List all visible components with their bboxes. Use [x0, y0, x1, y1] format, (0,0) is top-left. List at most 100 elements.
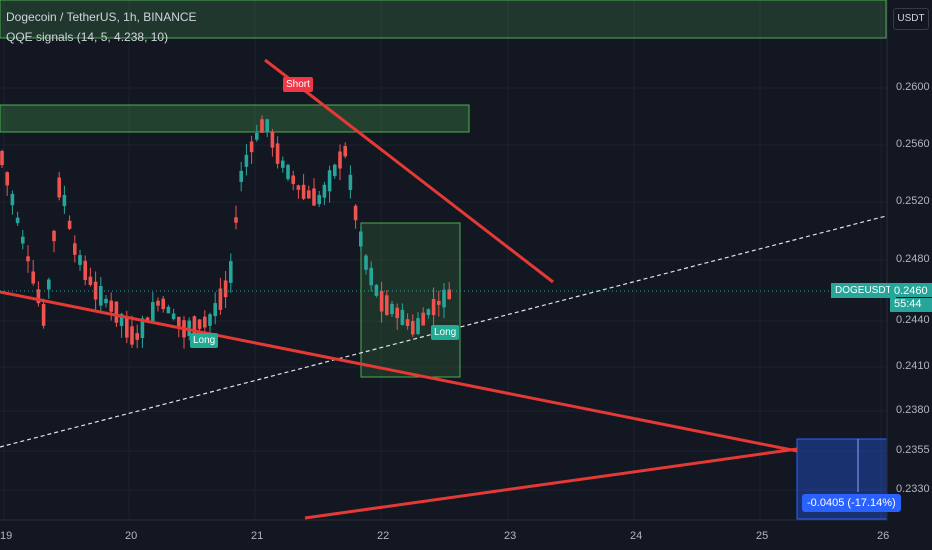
candle-body: [47, 279, 51, 290]
signal-long-2: Long: [431, 325, 460, 340]
candle-body: [353, 205, 358, 221]
candle-body: [286, 164, 290, 180]
candle-body: [125, 317, 129, 338]
candle-body: [140, 318, 145, 338]
candle-body: [99, 286, 103, 306]
countdown-tag: 55:44: [890, 298, 932, 312]
resistance-zone-top: [0, 0, 887, 39]
candle-body: [151, 302, 155, 321]
time-tick-label: 26: [877, 530, 890, 542]
descending-trendline[interactable]: [264, 58, 554, 284]
candle-body: [0, 150, 4, 166]
current-price-tag: 0.2460: [890, 283, 932, 297]
candle-body: [260, 119, 264, 133]
candle-body: [255, 133, 259, 140]
candle-body: [431, 299, 436, 316]
candle-body: [234, 217, 238, 223]
candle-body: [291, 175, 295, 185]
price-tick-label: 0.2355: [896, 444, 930, 456]
price-tick-label: 0.2520: [896, 195, 930, 207]
candle-body: [31, 271, 35, 284]
candle-body: [374, 284, 379, 296]
indicator-title: QQE signals (14, 5, 4.238, 10): [6, 30, 169, 44]
candle-body: [156, 300, 160, 306]
candle-body: [109, 300, 113, 312]
candle-body: [348, 174, 353, 190]
rising-trendline[interactable]: [304, 447, 798, 520]
candle-body: [203, 316, 207, 328]
candle-body: [307, 190, 311, 199]
candle-body: [177, 316, 181, 329]
candle-body: [343, 146, 347, 157]
signal-long-1: Long: [190, 333, 219, 348]
candle-body: [145, 317, 150, 323]
candle-body: [161, 298, 165, 310]
time-tick-label: 19: [0, 530, 13, 542]
candle-body: [197, 319, 202, 329]
candle-body: [281, 160, 285, 168]
candle-body: [213, 303, 217, 317]
candle-body: [15, 217, 20, 224]
time-tick-label: 24: [630, 530, 643, 542]
candle-body: [369, 267, 373, 286]
candle-body: [416, 318, 420, 334]
candle-body: [296, 185, 301, 190]
candle-body: [359, 231, 363, 247]
candle-body: [322, 184, 327, 198]
candle-body: [41, 304, 46, 326]
candle-body: [385, 295, 389, 315]
candle-body: [333, 164, 337, 177]
candle-body: [317, 195, 321, 205]
signal-short: Short: [283, 77, 313, 92]
candle-body: [223, 280, 228, 298]
candle-body: [67, 220, 72, 229]
candle-body: [437, 300, 441, 305]
candle-body: [83, 260, 87, 280]
time-tick-label: 20: [125, 530, 138, 542]
candle-body: [244, 154, 249, 167]
candle-body: [218, 288, 223, 310]
candle-body: [390, 303, 394, 315]
support-trendline[interactable]: [0, 290, 798, 453]
resistance-zone: [0, 104, 470, 133]
price-tick-label: 0.2480: [896, 253, 930, 265]
candle-body: [93, 281, 98, 300]
price-tick-label: 0.2410: [896, 360, 930, 372]
candle-body: [447, 289, 451, 300]
price-axis: [887, 0, 932, 550]
currency-button[interactable]: USDT: [893, 8, 929, 30]
candle-body: [421, 312, 425, 326]
candle-body: [5, 172, 9, 186]
price-tick-label: 0.2330: [896, 483, 930, 495]
time-tick-label: 21: [251, 530, 264, 542]
symbol-price-tag: DOGEUSDT: [831, 283, 896, 298]
candle-body: [379, 290, 384, 312]
candle-body: [338, 151, 342, 169]
time-tick-label: 25: [756, 530, 769, 542]
time-tick-label: 22: [377, 530, 390, 542]
candle-body: [275, 143, 280, 164]
candle-body: [57, 177, 61, 198]
candle-body: [400, 309, 405, 325]
candle-body: [312, 188, 316, 206]
price-tick-label: 0.2600: [896, 81, 930, 93]
candle-body: [327, 170, 332, 192]
candle-body: [239, 170, 243, 182]
candle-body: [395, 307, 399, 319]
candle-body: [62, 194, 67, 207]
candle-body: [208, 314, 212, 326]
candle-body: [426, 309, 431, 316]
candle-body: [411, 321, 415, 335]
candle-body: [364, 255, 368, 270]
candle-body: [301, 184, 306, 199]
candle-body: [114, 301, 119, 323]
time-tick-label: 23: [504, 530, 517, 542]
candle-body: [26, 256, 30, 262]
candle-body: [10, 193, 15, 206]
candle-body: [171, 313, 176, 320]
candle-body: [104, 298, 108, 304]
measure-label: -0.0405 (-17.14%): [802, 494, 901, 512]
candle-body: [78, 255, 82, 265]
candle-body: [88, 276, 93, 285]
